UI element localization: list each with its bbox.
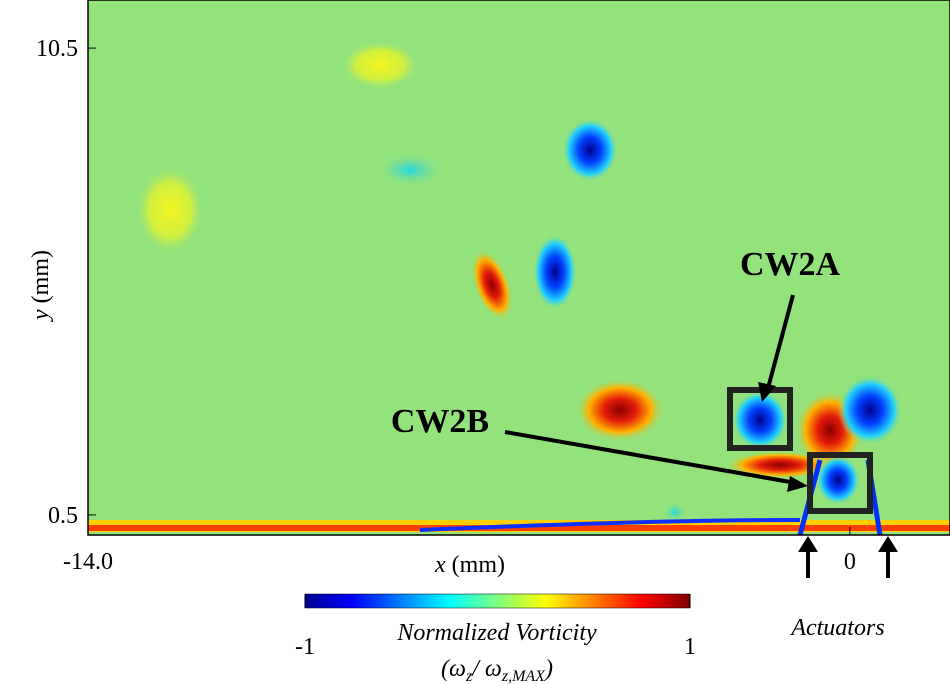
x-tick-label: -14.0 xyxy=(63,549,113,575)
annotation: CW2A xyxy=(740,246,841,283)
colorbar xyxy=(304,593,691,609)
colorbar-tick-label: -1 xyxy=(295,634,315,660)
annotation: Actuators xyxy=(789,615,884,641)
y-tick-label: 0.5 xyxy=(48,503,78,529)
cw2b-box xyxy=(807,452,873,514)
plot-frame xyxy=(87,0,950,536)
colorbar-label: Normalized Vorticity xyxy=(396,620,597,646)
vorticity-field xyxy=(88,0,950,535)
y-axis-label: y (mm) xyxy=(28,250,54,322)
x-axis-label: x (mm) xyxy=(434,552,505,578)
arrows xyxy=(504,294,898,578)
x-tick-label: 0 xyxy=(844,549,856,575)
colorbar-formula: (ωz/ ωz,MAX) xyxy=(441,656,553,684)
annotation: CW2B xyxy=(391,403,489,440)
y-tick-label: 10.5 xyxy=(36,36,78,62)
colorbar-tick-label: 1 xyxy=(684,634,696,660)
